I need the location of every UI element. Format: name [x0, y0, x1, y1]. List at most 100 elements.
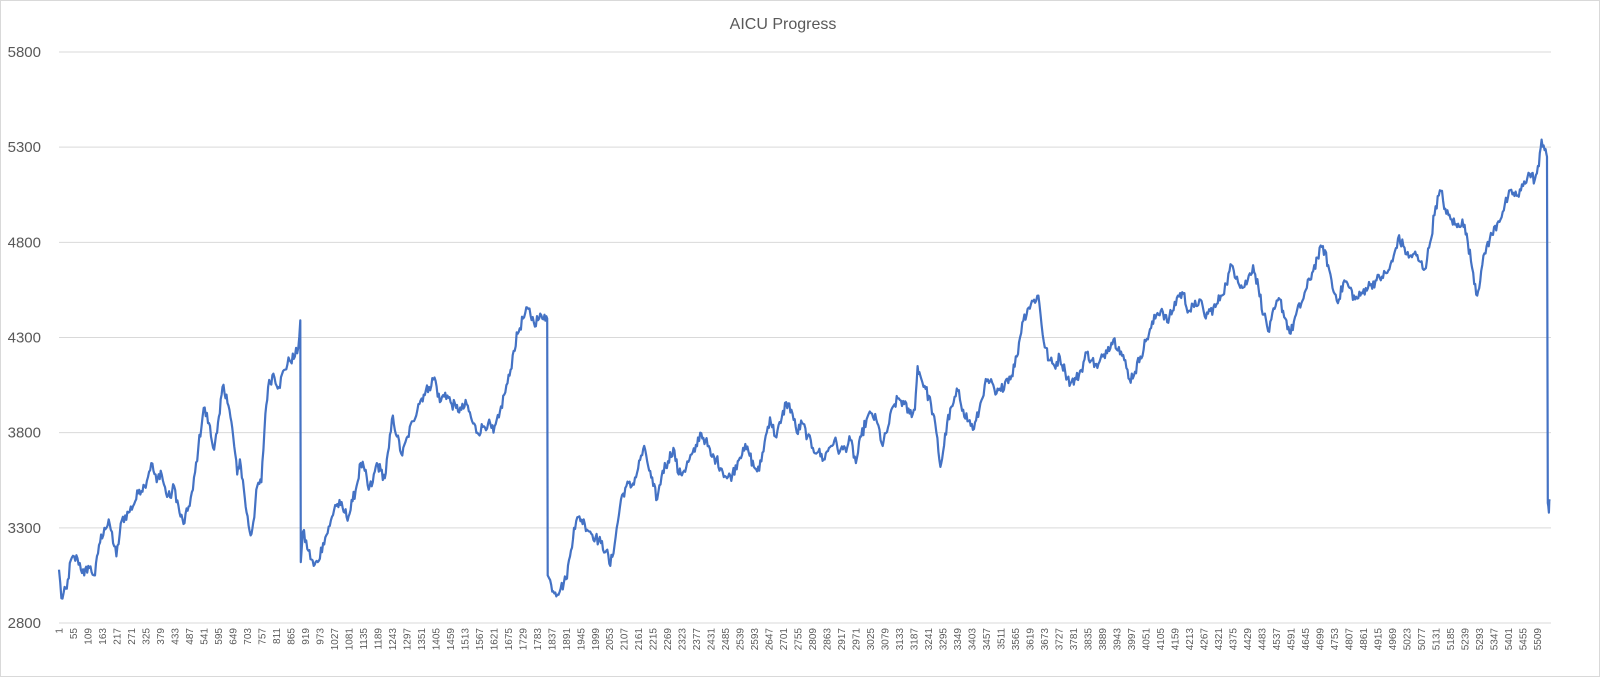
y-tick-label: 2800 — [8, 615, 41, 632]
x-tick-label: 3511 — [997, 628, 1008, 650]
x-tick-label: 4321 — [1214, 628, 1225, 651]
x-tick-label: 1189 — [373, 628, 384, 650]
x-tick-label: 3295 — [939, 628, 950, 651]
y-tick-label: 3800 — [8, 425, 41, 442]
x-tick-label: 2755 — [794, 628, 805, 651]
x-tick-label: 3349 — [953, 628, 964, 651]
x-tick-label: 1351 — [417, 628, 428, 651]
x-tick-label: 379 — [156, 628, 167, 645]
y-tick-label: 4300 — [8, 330, 41, 347]
y-tick-label: 5300 — [8, 139, 41, 156]
x-tick-label: 2269 — [663, 628, 674, 651]
x-tick-label: 1621 — [489, 628, 500, 651]
series-layer — [57, 138, 1551, 600]
x-tick-label: 649 — [228, 628, 239, 645]
x-tick-label: 811 — [272, 628, 283, 644]
x-tick-label: 2431 — [707, 628, 718, 651]
x-tick-label: 5023 — [1402, 628, 1413, 651]
x-tick-label: 4591 — [1286, 628, 1297, 651]
x-tick-label: 5239 — [1460, 628, 1471, 651]
x-tick-label: 973 — [315, 628, 326, 645]
x-tick-label: 2053 — [605, 628, 616, 651]
x-tick-label: 4915 — [1373, 628, 1384, 651]
x-tick-label: 703 — [243, 628, 254, 645]
gridlines — [59, 51, 1551, 624]
x-tick-label: 4807 — [1344, 628, 1355, 651]
x-tick-label: 217 — [112, 628, 123, 645]
x-tick-label: 5347 — [1489, 628, 1500, 651]
x-tick-label: 1027 — [330, 628, 341, 651]
x-tick-label: 3403 — [968, 628, 979, 651]
x-tick-label: 3079 — [881, 628, 892, 651]
x-tick-label: 4375 — [1228, 628, 1239, 651]
x-tick-label: 2701 — [779, 628, 790, 651]
x-tick-label: 487 — [185, 628, 196, 645]
x-tick-label: 3781 — [1069, 628, 1080, 651]
x-tick-label: 1405 — [431, 628, 442, 651]
x-tick-label: 163 — [98, 628, 109, 645]
x-tick-label: 3187 — [910, 628, 921, 651]
x-tick-label: 3727 — [1055, 628, 1066, 651]
x-tick-label: 1945 — [576, 628, 587, 651]
x-tick-label: 1135 — [359, 628, 370, 650]
x-tick-label: 433 — [170, 628, 181, 645]
x-tick-label: 1243 — [388, 628, 399, 651]
y-tick-label: 4800 — [8, 234, 41, 251]
x-tick-label: 5185 — [1446, 628, 1457, 651]
x-tick-label: 1459 — [446, 628, 457, 651]
x-tick-label: 5401 — [1504, 628, 1515, 651]
x-tick-label: 1513 — [460, 628, 471, 651]
x-tick-label: 5293 — [1475, 628, 1486, 651]
x-tick-label: 3619 — [1026, 628, 1037, 651]
x-tick-label: 3835 — [1084, 628, 1095, 651]
x-tick-label: 2485 — [721, 628, 732, 651]
x-tick-label: 55 — [69, 628, 80, 640]
x-tick-label: 1675 — [504, 628, 515, 651]
x-tick-label: 4537 — [1272, 628, 1283, 651]
x-tick-label: 5077 — [1417, 628, 1428, 651]
x-tick-label: 2593 — [750, 628, 761, 651]
x-tick-label: 3457 — [982, 628, 993, 651]
x-tick-label: 5455 — [1518, 628, 1529, 651]
y-tick-label: 5800 — [8, 44, 41, 61]
x-tick-label: 2377 — [692, 628, 703, 651]
x-tick-label: 4267 — [1199, 628, 1210, 651]
x-tick-label: 3673 — [1040, 628, 1051, 651]
x-tick-label: 1783 — [533, 628, 544, 651]
x-tick-label: 2917 — [837, 628, 848, 651]
x-tick-label: 2215 — [649, 628, 660, 651]
y-axis-ticks: 2800 3300 3800 4300 4800 5300 5800 — [8, 44, 41, 632]
x-tick-label: 1891 — [562, 628, 573, 651]
x-tick-label: 3889 — [1098, 628, 1109, 651]
x-tick-label: 2863 — [823, 628, 834, 651]
y-tick-label: 3300 — [8, 520, 41, 537]
x-tick-label: 1 — [55, 628, 66, 634]
x-tick-label: 2107 — [620, 628, 631, 651]
x-tick-label: 325 — [141, 628, 152, 645]
x-tick-label: 4051 — [1141, 628, 1152, 651]
x-tick-label: 2647 — [765, 628, 776, 651]
x-tick-label: 4213 — [1185, 628, 1196, 651]
x-tick-label: 2809 — [808, 628, 819, 651]
x-tick-label: 4969 — [1388, 628, 1399, 651]
x-tick-label: 4699 — [1315, 628, 1326, 651]
x-tick-label: 1081 — [344, 628, 355, 651]
x-tick-label: 4753 — [1330, 628, 1341, 651]
x-tick-label: 1729 — [518, 628, 529, 651]
x-tick-label: 2971 — [852, 628, 863, 651]
x-tick-label: 865 — [286, 628, 297, 645]
chart-title: AICU Progress — [730, 16, 837, 33]
x-tick-label: 1837 — [547, 628, 558, 651]
x-tick-label: 4645 — [1301, 628, 1312, 651]
x-tick-label: 109 — [83, 628, 94, 645]
x-tick-label: 2539 — [736, 628, 747, 651]
x-tick-label: 541 — [199, 628, 210, 645]
x-tick-label: 4105 — [1156, 628, 1167, 651]
x-tick-label: 4429 — [1243, 628, 1254, 651]
x-tick-label: 4159 — [1170, 628, 1181, 651]
x-tick-label: 595 — [214, 628, 225, 645]
x-tick-label: 271 — [127, 628, 138, 645]
x-tick-label: 2323 — [678, 628, 689, 651]
